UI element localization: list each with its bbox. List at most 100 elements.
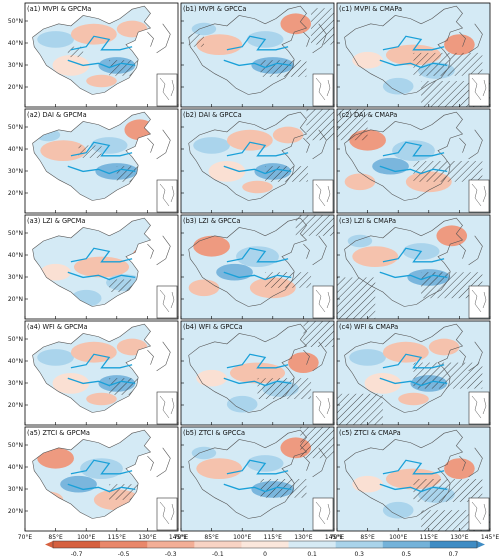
anomaly-patch [63, 168, 94, 185]
panel-title: (c1) MVPI & CMAPa [339, 5, 402, 13]
yellow-river [226, 35, 289, 51]
yellow-river [70, 35, 133, 51]
anomaly-patch [444, 458, 475, 479]
longitude-label: 130°E [138, 534, 156, 541]
yangtze-river [223, 59, 292, 69]
significance-hatch [257, 378, 312, 399]
country-border [32, 5, 152, 95]
colorbar-tick-label: 0.5 [402, 551, 412, 558]
anomaly-patch [359, 447, 406, 469]
latitude-label: 40°N [8, 358, 23, 365]
panel-title: (a2) DAI & GPCMa [27, 111, 87, 119]
panel-frame [336, 214, 491, 320]
longitude-label: 115°E [264, 534, 282, 541]
longitude-label: 145°E [169, 534, 187, 541]
yellow-river [226, 141, 289, 157]
country-border [344, 5, 464, 95]
latitude-label: 40°N [8, 464, 23, 471]
anomaly-patch [196, 369, 227, 387]
panel-title: (c3) LZI & CMAPa [339, 217, 396, 225]
longitude-labels: 70°E 85°E 100°E 115°E 130°E 145°E70°E 85°E 100°… [18, 534, 500, 541]
yangtze-river [223, 165, 292, 175]
south-china-sea-inset [156, 391, 178, 425]
country-border [188, 5, 308, 95]
panel-frame [180, 426, 335, 532]
latitude-label: 20°N [8, 84, 23, 91]
latitude-label: 30°N [8, 486, 23, 493]
anomaly-patch [428, 338, 460, 356]
colorbar-extend-high [477, 541, 485, 548]
anomaly-patch [347, 234, 373, 248]
map-panel: (a5) ZTCI & GPCMa [24, 426, 179, 532]
latitude-label: 20°N [8, 508, 23, 515]
colorbar-segment [335, 541, 384, 548]
panel-frame [180, 2, 335, 108]
panel-title: (b3) LZI & GPCCa [183, 217, 240, 225]
south-china-sea-inset [468, 285, 490, 319]
panel-frame [336, 2, 491, 108]
significance-hatch [67, 46, 84, 58]
yangtze-river [67, 483, 136, 493]
anomaly-patch [70, 341, 117, 363]
latitude-label: 30°N [8, 274, 23, 281]
longitude-label: 85°E [204, 534, 219, 541]
south-china-sea-inset [312, 497, 334, 531]
country-border [188, 323, 308, 413]
anomaly-patch [280, 13, 312, 35]
panel-frame [24, 426, 179, 532]
panel-title: (a3) LZI & GPCMa [27, 217, 85, 225]
map-panels: (a1) MVPI & GPCMa (b1) MVPI & GPCCa (c1) M… [24, 2, 491, 532]
yellow-river [226, 247, 289, 263]
significance-hatch [188, 34, 204, 47]
colorbar-tick-label: -0.5 [118, 551, 130, 558]
map-panel: (c4) WFI & CMAPa [336, 320, 491, 426]
anomaly-patch [86, 74, 117, 88]
anomaly-patch [364, 373, 402, 394]
anomaly-patch [70, 23, 117, 45]
panel-title: (b5) ZTCI & GPCCa [183, 429, 245, 437]
yellow-river [382, 353, 445, 369]
colorbar-segment [147, 541, 195, 548]
significance-hatch [300, 427, 334, 459]
anomaly-patch [188, 279, 220, 297]
yangtze-river [379, 483, 448, 493]
longitude-label: 100°E [233, 534, 251, 541]
panel-title: (a5) ZTCI & GPCMa [27, 429, 90, 437]
anomaly-patch [375, 274, 406, 291]
panel-title: (b4) WFI & GPCCa [183, 323, 243, 331]
significance-hatch [337, 277, 376, 319]
yangtze-river [67, 59, 136, 69]
anomaly-patch [52, 55, 90, 76]
anomaly-patch [191, 22, 217, 36]
yellow-river [382, 141, 445, 157]
map-panel: (a2) DAI & GPCMa [24, 108, 179, 214]
yangtze-river [67, 377, 136, 387]
longitude-label: 100°E [77, 534, 95, 541]
longitude-label: 115°E [108, 534, 126, 541]
country-border [32, 429, 152, 519]
yellow-river [70, 247, 133, 263]
panel-frame [180, 320, 335, 426]
south-china-sea-inset [156, 179, 178, 213]
significance-hatch [306, 109, 334, 141]
south-china-sea-inset [156, 73, 178, 107]
map-panel: (b3) LZI & GPCCa [180, 214, 335, 320]
anomaly-patch [219, 486, 250, 503]
anomaly-patch [280, 237, 312, 255]
country-border [344, 217, 464, 307]
map-panel: (c1) MVPI & CMAPa [336, 2, 491, 108]
anomaly-patch [436, 225, 468, 247]
significance-hatch [413, 479, 483, 502]
anomaly-patch [37, 31, 74, 48]
anomaly-patch [40, 263, 71, 281]
latitude-label: 20°N [8, 190, 23, 197]
latitude-label: 40°N [8, 146, 23, 153]
latitude-label: 40°N [8, 40, 23, 47]
yangtze-river [379, 165, 448, 175]
anomaly-patch [37, 349, 74, 366]
country-border [32, 323, 152, 413]
longitude-label: 130°E [294, 534, 312, 541]
anomaly-patch [349, 349, 386, 366]
map-panel: (c3) LZI & CMAPa [336, 214, 491, 320]
